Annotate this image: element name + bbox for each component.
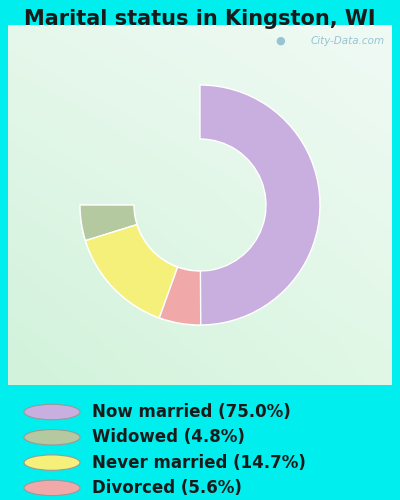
Circle shape xyxy=(24,404,80,419)
Wedge shape xyxy=(80,205,137,240)
Circle shape xyxy=(24,480,80,496)
Text: ●: ● xyxy=(275,36,285,46)
Wedge shape xyxy=(80,85,320,325)
Text: Divorced (5.6%): Divorced (5.6%) xyxy=(92,479,242,497)
Circle shape xyxy=(24,430,80,445)
Wedge shape xyxy=(86,224,178,318)
Text: Widowed (4.8%): Widowed (4.8%) xyxy=(92,428,245,446)
Text: Never married (14.7%): Never married (14.7%) xyxy=(92,454,306,471)
Text: Marital status in Kingston, WI: Marital status in Kingston, WI xyxy=(24,9,376,29)
Wedge shape xyxy=(159,267,201,325)
Circle shape xyxy=(24,455,80,470)
Text: Now married (75.0%): Now married (75.0%) xyxy=(92,403,291,421)
Text: City-Data.com: City-Data.com xyxy=(310,36,384,46)
